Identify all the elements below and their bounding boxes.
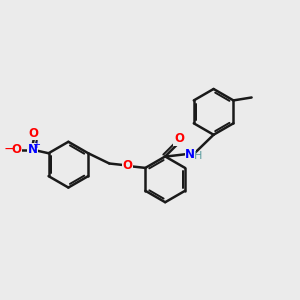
Text: −: − <box>3 142 15 156</box>
Text: N: N <box>185 148 195 160</box>
Text: O: O <box>11 143 21 156</box>
Text: H: H <box>194 152 202 161</box>
Text: +: + <box>32 140 40 150</box>
Text: O: O <box>174 132 184 146</box>
Text: O: O <box>29 127 39 140</box>
Text: N: N <box>27 143 38 156</box>
Text: O: O <box>122 159 132 172</box>
